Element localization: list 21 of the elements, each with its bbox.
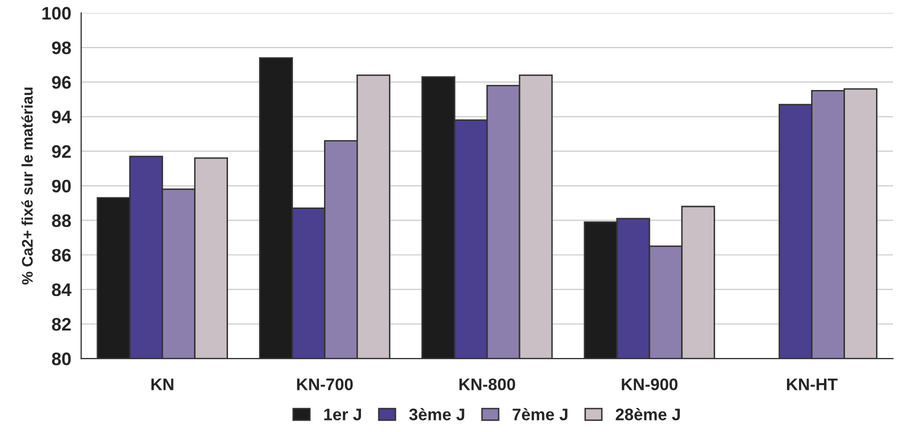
y-tick-label: 98 xyxy=(52,41,71,54)
legend-label: 1er J xyxy=(324,408,361,420)
y-tick-label: 94 xyxy=(52,110,72,124)
x-tick-label: KN-HT xyxy=(786,378,838,390)
legend-label: 7ème J xyxy=(512,408,568,420)
x-tick-label: KN-800 xyxy=(459,378,516,390)
y-tick-label: 88 xyxy=(52,214,71,228)
y-tick-label: 84 xyxy=(52,283,72,296)
y-tick-label: 82 xyxy=(52,318,71,331)
y-tick-label: 100 xyxy=(42,6,71,20)
legend-label: 28ème J xyxy=(616,408,680,420)
y-tick-label: 96 xyxy=(52,76,71,89)
x-tick-label: KN-900 xyxy=(622,378,678,390)
y-tick-label: 86 xyxy=(52,248,71,262)
x-tick-label: KN xyxy=(151,378,174,390)
y-tick-label: 90 xyxy=(52,180,71,192)
y-axis-title: % Ca2+ fixé sur le matériau xyxy=(21,88,33,285)
x-tick-label: KN-700 xyxy=(297,378,353,390)
y-tick-label: 92 xyxy=(52,145,71,158)
legend-label: 3ème J xyxy=(409,408,464,420)
y-tick-label: 80 xyxy=(52,352,71,366)
